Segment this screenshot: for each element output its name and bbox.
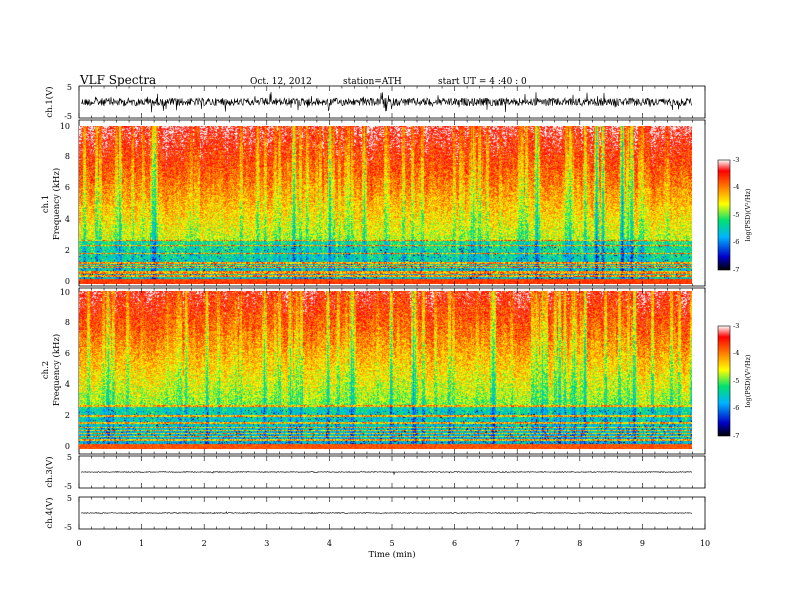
cb2-tick-m6: -6 xyxy=(733,404,739,412)
ch4-ytick-bottom: -5 xyxy=(64,523,72,532)
x-tick-label: 5 xyxy=(389,539,394,548)
cb2-tick-m4: -4 xyxy=(733,349,739,357)
figure-title: VLF Spectra xyxy=(79,73,156,87)
ch3-ytick-top: 5 xyxy=(67,453,72,462)
spec2-ytick-2: 2 xyxy=(65,411,70,420)
ch4-ylabel: ch.4(V) xyxy=(44,497,55,528)
spec2-ytick-10: 10 xyxy=(60,288,70,297)
ch1-ylabel: ch.1(V) xyxy=(44,86,55,117)
x-tick-label: 1 xyxy=(139,539,144,548)
x-tick-label: 3 xyxy=(264,539,269,548)
ch1-spectrogram-image xyxy=(79,126,692,284)
cb2-tick-m3: -3 xyxy=(733,322,739,330)
cb2-tick-m7: -7 xyxy=(733,432,739,440)
x-tick-label: 8 xyxy=(577,539,582,548)
x-tick-label: 0 xyxy=(76,539,81,548)
spec1-ytick-6: 6 xyxy=(65,183,70,192)
x-axis-label: Time (min) xyxy=(368,549,415,560)
spec2-ytick-0: 0 xyxy=(65,442,70,451)
cb2-label: log(PSD)(V²/Hz) xyxy=(744,354,752,407)
x-tick-label: 4 xyxy=(327,539,332,548)
ch3-ytick-bottom: -5 xyxy=(64,482,72,491)
ch2-spectrogram-image xyxy=(79,291,692,449)
ch1-ytick-top: 5 xyxy=(67,83,72,92)
spec2-ylabel-frequency: Frequency (kHz) xyxy=(51,334,62,406)
colorbar-2: -7 -6 -5 -4 -3 log(PSD)(V²/Hz) xyxy=(717,322,752,440)
colorbar-1: -7 -6 -5 -4 -3 log(PSD)(V²/Hz) xyxy=(717,156,752,274)
ch1-ytick-bottom: -5 xyxy=(64,112,72,121)
ch2-spectrogram-panel: 0 2 4 6 8 10 ch.2 Frequency (kHz) -7 -6 … xyxy=(41,287,752,455)
ch3-waveform-panel: 5 -5 ch.3(V) xyxy=(44,453,706,491)
ch1-waveform-panel: 5 -5 ch.1(V) xyxy=(44,83,706,121)
spec1-ylabel-channel: ch.1 xyxy=(41,195,51,213)
spec1-ytick-10: 10 xyxy=(60,122,70,131)
ch4-waveform-trace xyxy=(80,511,693,514)
start-time-label: start UT = 4 :40 : 0 xyxy=(438,77,527,87)
cb1-label: log(PSD)(V²/Hz) xyxy=(744,188,752,241)
x-tick-label: 6 xyxy=(452,539,457,548)
cb1-tick-m6: -6 xyxy=(733,238,739,246)
date-label: Oct. 12, 2012 xyxy=(250,77,312,87)
ch3-ylabel: ch.3(V) xyxy=(44,456,55,487)
spec1-ytick-2: 2 xyxy=(65,246,70,255)
ch1-spectrogram-panel: 0 2 4 6 8 10 ch.1 Frequency (kHz) -7 -6 … xyxy=(41,119,752,287)
spec2-ytick-4: 4 xyxy=(65,380,70,389)
spec1-ytick-4: 4 xyxy=(65,215,70,224)
spec2-ytick-8: 8 xyxy=(65,318,70,327)
spec1-ytick-0: 0 xyxy=(65,277,70,286)
station-label: station=ATH xyxy=(343,77,402,87)
cb1-tick-m7: -7 xyxy=(733,266,739,274)
ch3-waveform-trace xyxy=(80,471,693,475)
cb1-tick-m5: -5 xyxy=(733,211,739,219)
spec1-ylabel-frequency: Frequency (kHz) xyxy=(51,168,62,240)
ch1-waveform-trace xyxy=(80,91,693,113)
spec2-ylabel-channel: ch.2 xyxy=(41,361,51,379)
x-tick-label: 9 xyxy=(640,539,645,548)
x-tick-label: 2 xyxy=(202,539,207,548)
cb2-tick-m5: -5 xyxy=(733,377,739,385)
cb1-tick-m4: -4 xyxy=(733,183,739,191)
spec1-ytick-8: 8 xyxy=(65,152,70,161)
spec2-ytick-6: 6 xyxy=(65,349,70,358)
x-tick-label: 7 xyxy=(515,539,520,548)
cb1-tick-m3: -3 xyxy=(733,156,739,164)
ch4-ytick-top: 5 xyxy=(67,494,72,503)
axis-ticks xyxy=(78,86,706,529)
x-tick-label: 10 xyxy=(700,539,710,548)
ch4-waveform-panel: 5 -5 ch.4(V) xyxy=(44,494,706,532)
x-axis-tick-labels: 0 1 2 3 4 5 6 7 8 9 10 xyxy=(76,539,710,548)
